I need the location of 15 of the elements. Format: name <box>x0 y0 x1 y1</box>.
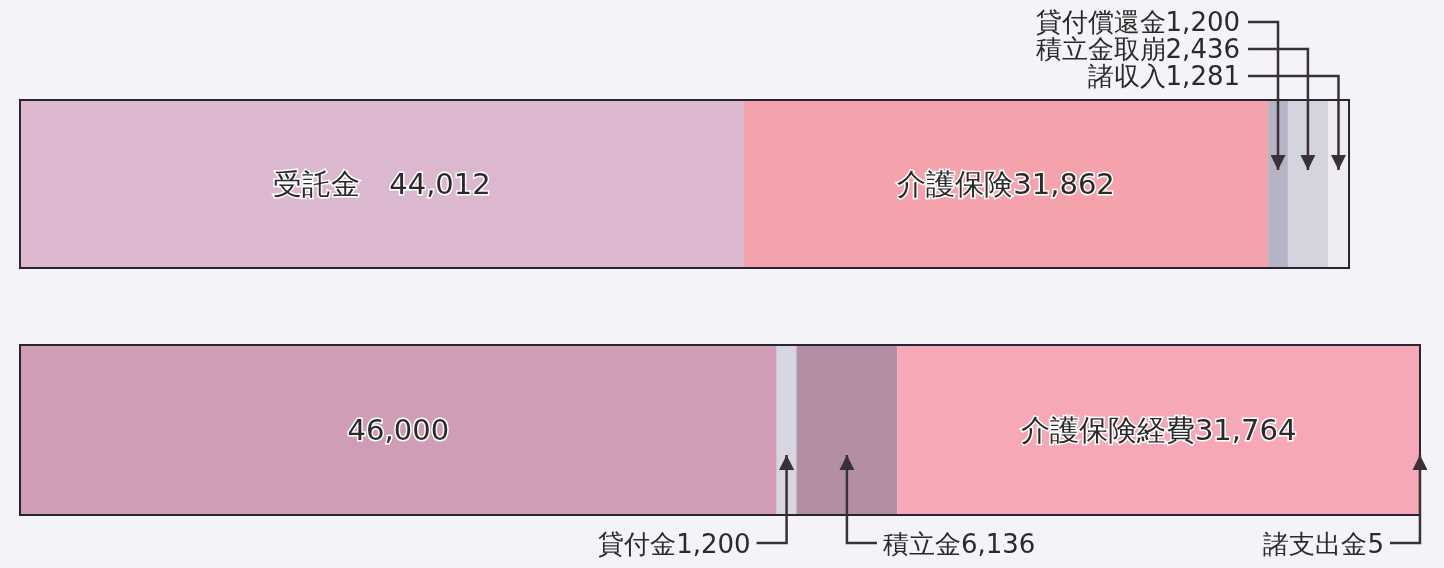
bar <box>20 345 777 515</box>
data-label: 貸付償還金1,200 <box>1035 7 1241 37</box>
bar <box>796 345 898 515</box>
bar <box>1268 100 1288 268</box>
data-label: 46,000 <box>347 413 450 447</box>
bar <box>744 100 1269 268</box>
bar <box>897 345 1420 515</box>
data-label: 積立金6,136 <box>882 529 1036 559</box>
data-label: 諸支出金5 <box>1263 529 1384 559</box>
data-label: 諸収入1,281 <box>1087 61 1241 91</box>
data-label: 貸付金1,200 <box>598 529 751 559</box>
bar <box>20 100 745 268</box>
data-label: 介護保険経費31,764 <box>1020 413 1297 447</box>
data-label: 受託金 44,012 <box>273 167 491 201</box>
data-label: 介護保険31,862 <box>897 167 1115 201</box>
